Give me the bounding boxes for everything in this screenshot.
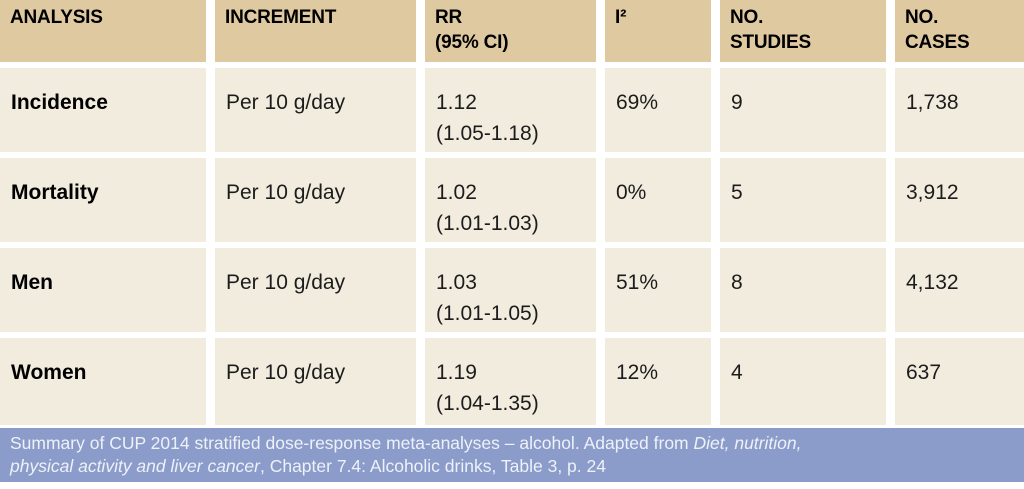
col-header-rr-ci: RR (95% CI) <box>425 0 596 62</box>
caption-text: , Chapter 7.4: Alcoholic drinks, Table 3… <box>259 456 606 477</box>
caption-italic-title: physical activity and liver cancer <box>10 456 260 477</box>
cell-i2: 69% <box>605 68 711 152</box>
rr-value: 1.02 <box>436 181 477 204</box>
col-header-analysis: ANALYSIS <box>0 0 206 62</box>
rr-value: 1.19 <box>436 361 477 384</box>
source-caption: Summary of CUP 2014 stratified dose-resp… <box>0 428 1024 482</box>
cell-studies: 9 <box>720 68 886 152</box>
cell-cases: 4,132 <box>895 248 1024 332</box>
cell-i2: 51% <box>605 248 711 332</box>
cell-rr-ci: 1.19 (1.04-1.35) <box>425 338 596 425</box>
rr-value: 1.12 <box>436 91 477 114</box>
cell-rr-ci: 1.03 (1.01-1.05) <box>425 248 596 332</box>
cell-increment: Per 10 g/day <box>215 338 416 425</box>
caption-italic-title: Diet, nutrition, <box>693 433 802 453</box>
rr-value: 1.03 <box>436 271 477 294</box>
cell-studies: 5 <box>720 158 886 242</box>
cell-analysis: Men <box>0 248 206 332</box>
col-header-cases: NO. CASES <box>895 0 1024 62</box>
meta-analysis-table: ANALYSIS INCREMENT RR (95% CI) I² NO. ST… <box>0 0 1024 425</box>
cell-increment: Per 10 g/day <box>215 68 416 152</box>
cell-increment: Per 10 g/day <box>215 158 416 242</box>
cell-analysis: Incidence <box>0 68 206 152</box>
ci-value: (1.01-1.05) <box>436 302 539 326</box>
cell-increment: Per 10 g/day <box>215 248 416 332</box>
cell-rr-ci: 1.02 (1.01-1.03) <box>425 158 596 242</box>
col-header-studies: NO. STUDIES <box>720 0 886 62</box>
cell-cases: 3,912 <box>895 158 1024 242</box>
ci-value: (1.05-1.18) <box>436 122 539 146</box>
cell-cases: 637 <box>895 338 1024 425</box>
col-header-increment: INCREMENT <box>215 0 416 62</box>
caption-text: Summary of CUP 2014 stratified dose-resp… <box>10 433 694 453</box>
cell-rr-ci: 1.12 (1.05-1.18) <box>425 68 596 152</box>
ci-value: (1.01-1.03) <box>436 212 539 236</box>
col-header-i2: I² <box>605 0 711 62</box>
ci-value: (1.04-1.35) <box>436 392 539 416</box>
cell-studies: 8 <box>720 248 886 332</box>
cell-studies: 4 <box>720 338 886 425</box>
cell-cases: 1,738 <box>895 68 1024 152</box>
cell-analysis: Mortality <box>0 158 206 242</box>
cell-i2: 0% <box>605 158 711 242</box>
cell-analysis: Women <box>0 338 206 425</box>
cell-i2: 12% <box>605 338 711 425</box>
